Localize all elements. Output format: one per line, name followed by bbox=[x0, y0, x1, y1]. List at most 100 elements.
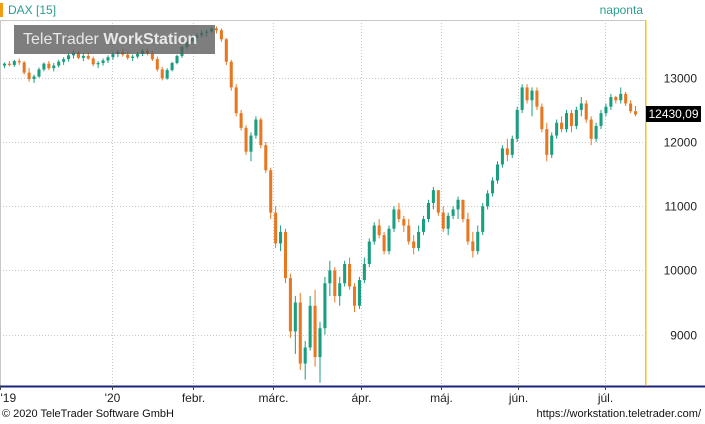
candle-body bbox=[609, 97, 613, 107]
candle-body bbox=[407, 225, 411, 242]
candle-body bbox=[170, 63, 174, 71]
candle bbox=[17, 58, 21, 65]
candle-body bbox=[96, 63, 100, 65]
candle bbox=[604, 103, 608, 117]
candle-body bbox=[357, 280, 361, 306]
y-tick-label: 12000 bbox=[664, 136, 698, 150]
candle bbox=[338, 276, 342, 306]
candle bbox=[589, 116, 593, 146]
y-tick-label: 11000 bbox=[665, 200, 698, 214]
candle bbox=[560, 116, 564, 133]
candle bbox=[367, 238, 371, 268]
candle bbox=[101, 58, 105, 66]
watermark-part1: TeleTrader bbox=[23, 31, 104, 48]
candle bbox=[170, 61, 174, 72]
candle-body bbox=[560, 122, 564, 130]
candle bbox=[259, 117, 263, 149]
candle-body bbox=[224, 39, 228, 62]
candle-body bbox=[634, 111, 638, 115]
candle-body bbox=[279, 231, 283, 244]
candle-body bbox=[599, 113, 603, 126]
candle bbox=[96, 61, 100, 69]
candle bbox=[264, 142, 268, 173]
candle-body bbox=[614, 97, 618, 101]
candle-body bbox=[520, 87, 524, 110]
candle-body bbox=[569, 113, 573, 126]
candle-body bbox=[491, 180, 495, 194]
candle bbox=[441, 206, 445, 232]
instrument-label[interactable]: DAX [15] bbox=[8, 3, 57, 17]
candle bbox=[584, 100, 588, 123]
candle-body bbox=[264, 145, 268, 171]
candle bbox=[555, 119, 559, 139]
candle bbox=[274, 206, 278, 248]
candle bbox=[165, 68, 169, 80]
candle bbox=[515, 106, 519, 142]
candle bbox=[422, 215, 426, 236]
x-tick-label: '20 bbox=[105, 391, 121, 405]
candle-body bbox=[417, 231, 421, 248]
candle bbox=[431, 186, 435, 210]
candle-body bbox=[387, 228, 391, 252]
candle bbox=[495, 161, 500, 184]
candle bbox=[160, 66, 164, 81]
candle bbox=[530, 87, 534, 117]
candle bbox=[545, 122, 549, 162]
copyright-text: © 2020 TeleTrader Software GmbH bbox=[2, 408, 174, 420]
candle bbox=[224, 37, 228, 65]
candle bbox=[27, 68, 31, 82]
candle-body bbox=[67, 55, 71, 60]
candle bbox=[279, 225, 283, 252]
candle-body bbox=[545, 129, 549, 155]
period-label[interactable]: naponta bbox=[599, 3, 643, 17]
candle-body bbox=[461, 199, 465, 220]
candle-body bbox=[362, 264, 366, 281]
candle-body bbox=[131, 56, 135, 58]
candle-body bbox=[308, 305, 312, 348]
candle-body bbox=[239, 113, 243, 128]
candle-body bbox=[27, 72, 31, 80]
candle bbox=[564, 109, 569, 133]
candle bbox=[451, 206, 455, 220]
candle bbox=[343, 260, 347, 287]
candle-body bbox=[431, 190, 435, 203]
candle-body bbox=[471, 241, 475, 252]
candle-body bbox=[564, 113, 569, 130]
candle bbox=[417, 225, 421, 252]
candle bbox=[7, 61, 11, 67]
candle bbox=[505, 138, 509, 162]
candle bbox=[574, 106, 578, 130]
candle bbox=[293, 296, 297, 354]
y-tick-label: 9000 bbox=[670, 329, 697, 343]
candle bbox=[535, 87, 539, 110]
y-tick-label: 10000 bbox=[664, 264, 698, 278]
candle bbox=[540, 103, 544, 133]
candle-body bbox=[283, 231, 288, 279]
candle-body bbox=[126, 54, 130, 58]
candle-body bbox=[550, 135, 554, 155]
candle bbox=[412, 235, 416, 255]
candle bbox=[313, 289, 317, 367]
candle-body bbox=[500, 148, 504, 165]
candle-body bbox=[422, 219, 426, 232]
source-url-link[interactable]: https://workstation.teletrader.com/ bbox=[536, 408, 701, 420]
candle bbox=[288, 273, 292, 338]
candle bbox=[629, 100, 633, 114]
candle bbox=[32, 74, 36, 83]
x-tick-label: máj. bbox=[430, 391, 453, 405]
candle-body bbox=[12, 61, 16, 65]
candle-body bbox=[32, 76, 36, 80]
candle-body bbox=[91, 58, 95, 65]
x-tick-label: jún. bbox=[508, 391, 528, 405]
candle-body bbox=[397, 209, 401, 220]
candle-body bbox=[594, 125, 598, 139]
candle bbox=[81, 53, 85, 62]
candle-body bbox=[214, 28, 218, 31]
candle bbox=[510, 135, 514, 159]
candle bbox=[471, 231, 475, 258]
x-tick-label: márc. bbox=[259, 391, 289, 405]
candle bbox=[387, 225, 391, 255]
candle bbox=[520, 84, 524, 114]
candle-body bbox=[101, 60, 105, 64]
candle-body bbox=[466, 219, 470, 242]
